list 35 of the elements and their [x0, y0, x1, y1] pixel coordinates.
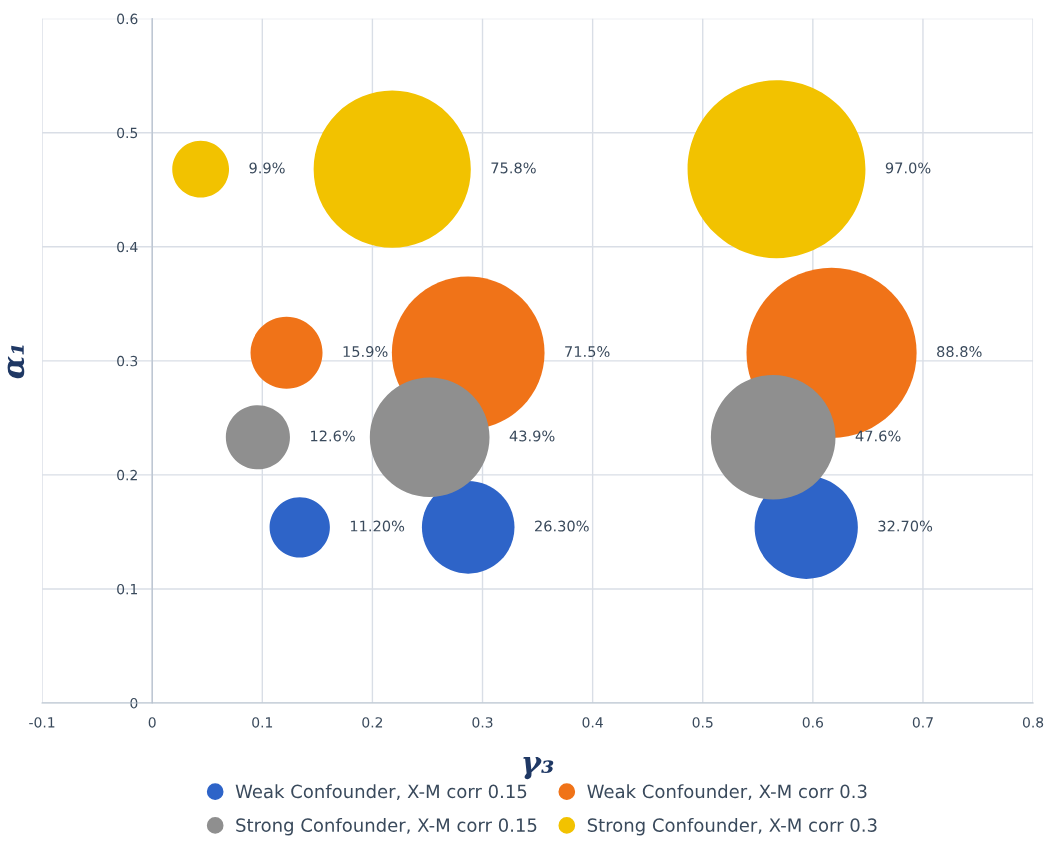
annotation: 32.70% — [878, 520, 933, 532]
annotation: 75.8% — [491, 162, 536, 174]
annotation: 12.6% — [311, 430, 355, 442]
x-tick-label: 0.3 — [472, 717, 493, 728]
annotation: 15.9% — [343, 346, 388, 358]
annotation: 47.6% — [855, 430, 901, 442]
legend-label: Weak Confounder, X-M corr 0.3 — [587, 784, 867, 801]
y-tick-label: 0.1 — [117, 583, 138, 595]
x-tick-label: 0 — [148, 717, 156, 728]
y-tick-label: 0.4 — [117, 241, 138, 253]
annotation: 9.9% — [249, 162, 285, 174]
legend-label: Weak Confounder, X-M corr 0.15 — [235, 784, 527, 801]
y-tick-label: 0.2 — [117, 469, 137, 481]
legend-label: Strong Confounder, X-M corr 0.15 — [236, 817, 537, 836]
x-tick-label: 0.7 — [912, 717, 933, 728]
annotation: 11.20% — [350, 520, 405, 532]
annotation: 43.9% — [509, 430, 555, 442]
x-tick-label: 0.8 — [1022, 717, 1044, 728]
x-tick-label: -0.1 — [29, 717, 55, 728]
x-tick-label: 0.1 — [252, 717, 273, 728]
x-tick-label: 0.6 — [802, 717, 824, 728]
x-tick-label: 0.4 — [582, 717, 603, 728]
x-tick-label: 0.2 — [362, 717, 383, 728]
legend-label: Strong Confounder, X-M corr 0.3 — [587, 817, 877, 836]
y-tick-label: 0.3 — [117, 355, 138, 367]
x-axis-title: γ₃ — [523, 757, 554, 780]
annotation: 71.5% — [565, 346, 610, 358]
y-axis-title: α₁ — [7, 345, 25, 379]
annotation: 26.30% — [535, 520, 589, 532]
y-tick-label: 0.5 — [117, 127, 138, 139]
annotation: 97.0% — [885, 162, 931, 174]
x-tick-label: 0.5 — [692, 717, 713, 728]
y-tick-label: 0 — [130, 697, 138, 709]
annotation: 88.8% — [937, 346, 982, 358]
y-tick-label: 0.6 — [117, 13, 138, 25]
